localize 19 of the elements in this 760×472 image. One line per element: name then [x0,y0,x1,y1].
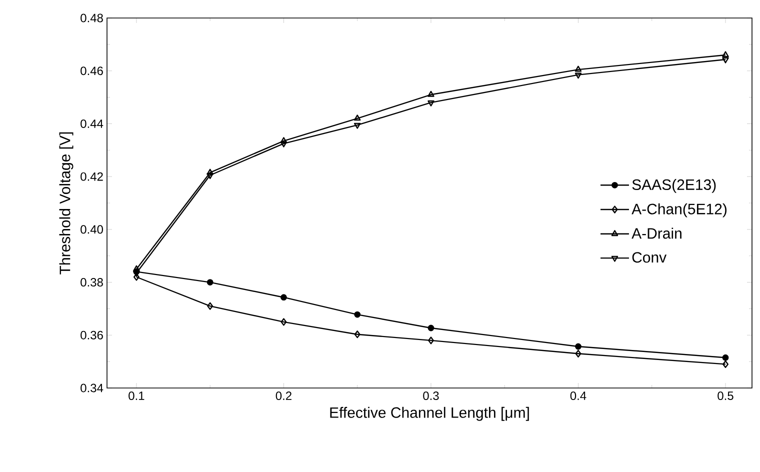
y-tick-label: 0.44 [80,119,104,128]
x-tick-label: 0.1 [128,392,144,400]
legend-label: A-Chan(5E12) [632,203,726,218]
y-tick-label: 0.40 [80,225,104,234]
y-tick-label: 0.48 [80,14,103,22]
x-tick-label: 0.2 [276,392,292,400]
y-axis-title: Threshold Voltage [V] [59,132,74,274]
y-tick-label: 0.36 [80,330,103,340]
y-tick-label: 0.34 [80,384,104,392]
legend-label: SAAS(2E13) [632,178,716,193]
legend-label: Conv [632,252,667,263]
x-tick-label: 0.4 [570,392,586,400]
legend-label: A-Drain [632,228,682,239]
x-tick-label: 0.3 [423,392,439,400]
x-axis-title: Effective Channel Length [μm] [330,406,529,421]
x-tick-label: 0.5 [718,392,734,400]
y-tick-label: 0.38 [80,278,103,287]
y-tick-label: 0.46 [80,66,103,76]
y-tick-label: 0.42 [80,172,103,181]
